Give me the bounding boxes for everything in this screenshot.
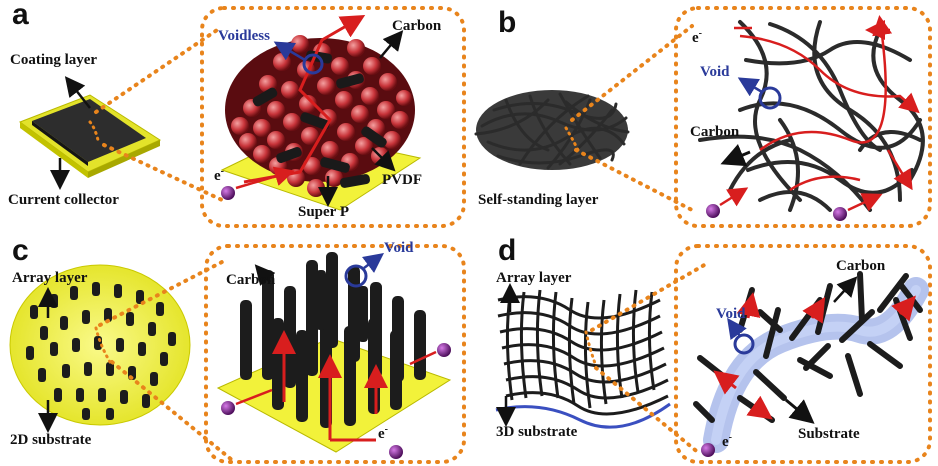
label-carbon-c: Carbon <box>226 272 276 288</box>
zoom-marker-b <box>564 126 580 152</box>
zoom-line-a-bottom <box>102 143 224 202</box>
pillar-array-small <box>26 282 176 420</box>
wavy-mesh-illustration <box>497 289 669 416</box>
electron-arrow-c-left <box>235 388 273 406</box>
panel-letter-d: d <box>498 234 517 267</box>
void-arrow-c <box>362 253 384 273</box>
fiber-mat-illustration <box>474 90 630 170</box>
zoom-line-a-top <box>94 26 222 114</box>
panel-letter-b: b <box>498 6 517 39</box>
electron-ball-d <box>701 443 715 457</box>
panel-letter-a: a <box>12 0 29 31</box>
zoom-line-b-bottom <box>574 148 694 212</box>
electron-arrow-b-left <box>719 187 749 207</box>
electron-arrows-d <box>713 292 916 420</box>
label-carbon-a: Carbon <box>392 18 442 34</box>
panel-c <box>9 244 466 464</box>
electron-ball-c-left <box>221 401 235 415</box>
panel-d <box>495 244 932 464</box>
label-void-d: Void <box>716 306 746 322</box>
zoom-line-c-top <box>98 260 224 327</box>
void-arrow-d <box>727 317 747 341</box>
zoom-box-a <box>200 6 466 228</box>
label-2d-substrate: 2D substrate <box>10 432 92 448</box>
zoom-marker-d <box>584 330 598 368</box>
label-electron-d: e- <box>722 432 733 450</box>
label-electron-a: e- <box>214 166 225 184</box>
panel-a <box>18 6 466 228</box>
label-3d-substrate: 3D substrate <box>496 424 578 440</box>
electron-ball-b-left <box>706 204 720 218</box>
void-marker-b <box>758 86 782 110</box>
electron-arrow-a <box>235 166 295 190</box>
zoom-marker-a <box>88 120 100 142</box>
electron-paths-b <box>739 15 920 192</box>
panel-letter-c: c <box>12 234 29 267</box>
electron-ball-a <box>221 186 235 200</box>
label-array-layer-c: Array layer <box>12 270 88 286</box>
zoom-box-b <box>674 6 932 228</box>
voidless-marker <box>302 53 324 75</box>
zoom-line-d-bottom <box>594 366 702 456</box>
electron-ball-b-right <box>833 207 847 221</box>
label-coating-layer: Coating layer <box>10 52 98 68</box>
label-electron-b: e- <box>692 28 703 46</box>
arrow-carbon-d <box>833 276 858 303</box>
zoom-line-c-bottom <box>110 360 234 462</box>
arrow-carbon-b <box>720 144 751 167</box>
wavy-mesh-edge <box>495 402 671 429</box>
pillar-array-zoom <box>240 252 426 428</box>
label-current-collector: Current collector <box>8 192 119 208</box>
label-electron-c: e- <box>378 424 389 442</box>
arrow-coating-layer <box>64 76 91 109</box>
label-void-c: Void <box>384 240 414 256</box>
zoom-box-d <box>674 244 932 464</box>
void-marker-c <box>344 264 368 288</box>
zoom-line-b-top <box>570 24 694 122</box>
label-self-standing-layer: Self-standing layer <box>478 192 599 208</box>
electron-paths-c <box>272 330 388 442</box>
label-pvdf: PVDF <box>382 172 422 188</box>
fiber-network-zoom <box>698 20 925 212</box>
voidless-arrow <box>273 41 306 62</box>
arrow-carbon-c <box>254 264 276 286</box>
label-array-layer-d: Array layer <box>496 270 572 286</box>
zoom-marker-c <box>94 326 112 364</box>
panel-b <box>474 6 932 228</box>
label-voidless: Voidless <box>218 28 270 44</box>
arrow-substrate-d <box>785 398 815 424</box>
electron-ball-c-right <box>437 343 451 357</box>
zoom-box-c <box>204 244 466 464</box>
electron-arrow-b-right <box>847 193 883 212</box>
label-carbon-b: Carbon <box>690 124 740 140</box>
arrow-pvdf <box>371 147 396 172</box>
arrow-carbon-a <box>379 30 404 59</box>
label-void-b: Void <box>700 64 730 80</box>
void-arrow-b <box>737 77 763 97</box>
zoom-line-d-top <box>590 262 708 332</box>
coating-plate-illustration <box>18 94 162 178</box>
electron-arrow-c-right <box>409 350 437 366</box>
label-super-p: Super P <box>298 204 349 220</box>
electron-ball-c-bottom <box>389 445 403 459</box>
label-carbon-d: Carbon <box>836 258 886 274</box>
label-substrate-d: Substrate <box>798 426 860 442</box>
